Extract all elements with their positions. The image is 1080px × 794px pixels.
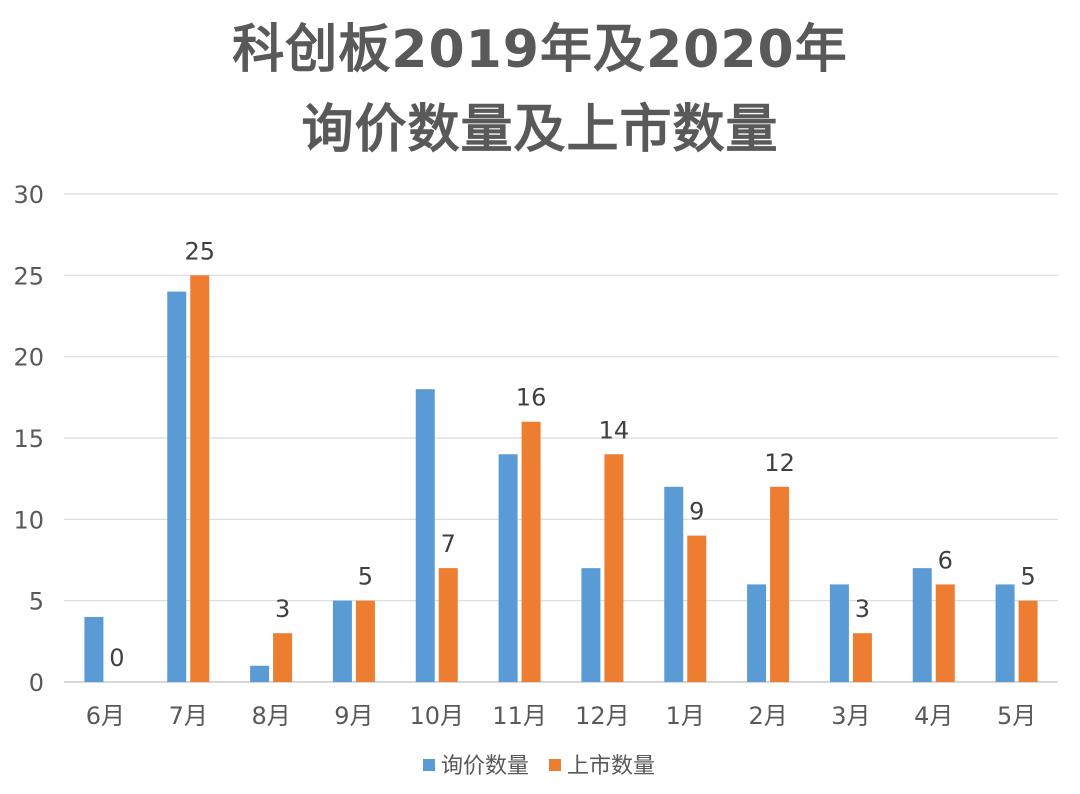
data-label: 3 <box>275 595 290 623</box>
x-tick-label: 3月 <box>831 702 870 730</box>
bar-listing <box>935 584 955 682</box>
bar-listing <box>190 275 210 682</box>
bar-inquiry <box>664 486 684 682</box>
bar-listing <box>355 600 375 682</box>
data-label: 14 <box>599 416 630 444</box>
y-tick-label: 25 <box>13 262 44 290</box>
bar-listing <box>1018 600 1038 682</box>
data-label: 7 <box>441 530 456 558</box>
chart-title-line-2: 询价数量及上市数量 <box>301 100 779 160</box>
chart-title-line-1: 科创板2019年及2020年 <box>232 20 848 80</box>
bar-inquiry <box>332 600 352 682</box>
data-label: 3 <box>855 595 870 623</box>
data-label: 9 <box>689 498 704 526</box>
x-tick-label: 11月 <box>492 702 547 730</box>
bar-listing <box>521 421 541 682</box>
bar-inquiry <box>829 584 849 682</box>
y-tick-label: 5 <box>29 588 44 616</box>
bar-inquiry <box>912 568 932 682</box>
x-tick-label: 5月 <box>997 702 1036 730</box>
x-tick-label: 9月 <box>334 702 373 730</box>
legend-swatch <box>423 759 435 771</box>
x-tick-label: 10月 <box>409 702 464 730</box>
bar-listing <box>687 535 707 682</box>
bar-listing <box>438 568 458 682</box>
y-tick-label: 20 <box>13 344 44 372</box>
x-tick-label: 2月 <box>748 702 787 730</box>
bar-inquiry <box>498 454 518 682</box>
bar-inquiry <box>167 291 187 682</box>
bar-inquiry <box>581 568 601 682</box>
x-tick-label: 12月 <box>575 702 630 730</box>
x-tick-label: 4月 <box>914 702 953 730</box>
bar-inquiry <box>250 665 270 682</box>
bar-inquiry <box>995 584 1015 682</box>
bar-listing <box>273 633 293 682</box>
y-tick-label: 10 <box>13 506 44 534</box>
legend-swatch <box>549 759 561 771</box>
y-tick-label: 15 <box>13 425 44 453</box>
legend-label: 询价数量 <box>441 754 529 779</box>
data-label: 0 <box>109 644 124 672</box>
data-label: 12 <box>764 449 795 477</box>
y-tick-label: 0 <box>29 669 44 697</box>
bar-inquiry <box>747 584 767 682</box>
bar-inquiry <box>415 389 435 682</box>
bar-inquiry <box>84 616 104 682</box>
bar-listing <box>604 454 624 682</box>
x-tick-label: 7月 <box>169 702 208 730</box>
data-label: 6 <box>938 546 953 574</box>
x-tick-label: 1月 <box>666 702 705 730</box>
data-label: 25 <box>184 237 215 265</box>
data-label: 16 <box>516 384 547 412</box>
legend-label: 上市数量 <box>567 754 655 779</box>
data-label: 5 <box>1020 563 1035 591</box>
bar-listing <box>770 486 790 682</box>
x-tick-label: 6月 <box>86 702 125 730</box>
data-label: 5 <box>358 563 373 591</box>
y-tick-label: 30 <box>13 181 44 209</box>
x-tick-label: 8月 <box>251 702 290 730</box>
bar-listing <box>852 633 872 682</box>
